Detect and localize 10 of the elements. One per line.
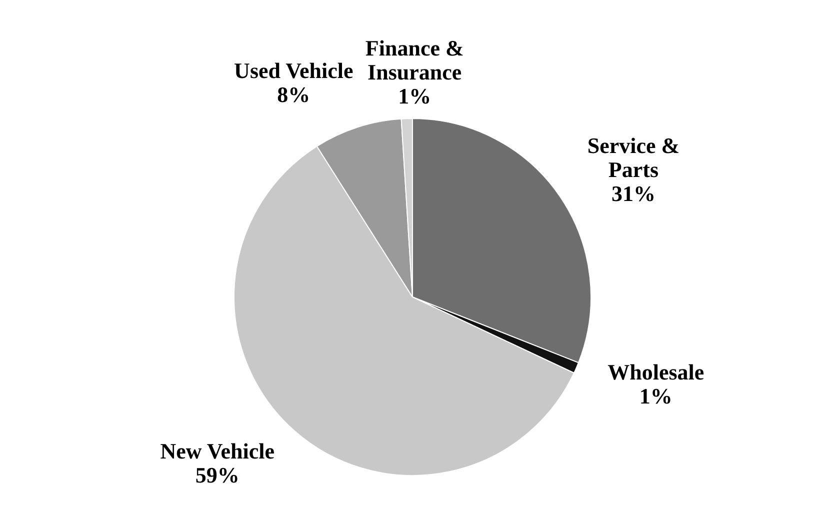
data-label: 1% [398, 83, 432, 108]
data-label: 31% [611, 181, 656, 206]
slice-label: Used Vehicle [234, 58, 354, 84]
data-label: 59% [195, 462, 240, 488]
slice-label: Finance & Insurance [365, 35, 464, 84]
slice-label: Wholesale [608, 359, 704, 384]
data-label: 8% [277, 82, 310, 108]
data-label: 1% [639, 383, 672, 408]
slice-label: New Vehicle [160, 438, 275, 464]
slice-label: Service & Parts [587, 133, 680, 182]
